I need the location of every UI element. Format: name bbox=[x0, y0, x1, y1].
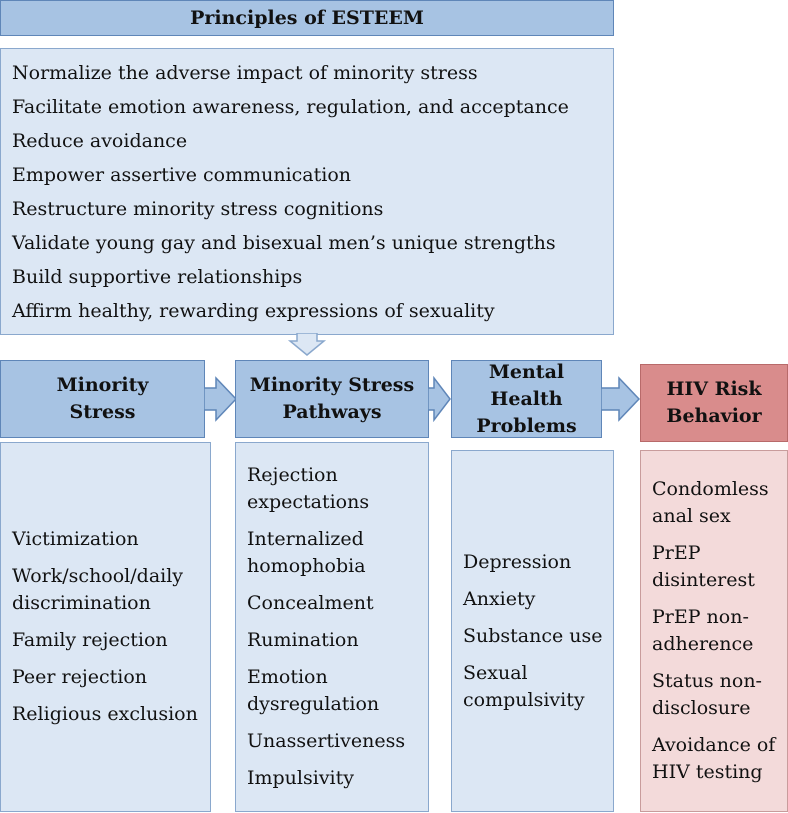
item-line: Condomless bbox=[652, 478, 769, 500]
list-item: Rejection expectations bbox=[247, 462, 428, 516]
mental-health-problems-list: Depression Anxiety Substance use Sexual … bbox=[451, 450, 614, 812]
list-item: Emotion dysregulation bbox=[247, 664, 428, 718]
principle-item: Reduce avoidance bbox=[12, 130, 188, 152]
principles-list: Normalize the adverse impact of minority… bbox=[0, 48, 614, 335]
header-line: Health bbox=[490, 387, 563, 410]
header-line: Minority bbox=[56, 374, 149, 396]
item-line: Religious exclusion bbox=[12, 703, 198, 725]
principle-item: Build supportive relationships bbox=[12, 266, 303, 288]
principle-item: Facilitate emotion awareness, regulation… bbox=[12, 96, 569, 118]
principle-item: Validate young gay and bisexual men’s un… bbox=[12, 232, 556, 254]
item-line: Sexual bbox=[463, 661, 528, 684]
minority-stress-list: Victimization Work/school/daily discrimi… bbox=[0, 442, 211, 812]
header-line: Pathways bbox=[282, 401, 382, 423]
item-line: disclosure bbox=[652, 697, 751, 719]
item-line: PrEP non- bbox=[652, 606, 749, 628]
list-item: Substance use bbox=[463, 623, 613, 650]
item-line: Impulsivity bbox=[247, 767, 355, 789]
item-line: PrEP bbox=[652, 542, 701, 564]
item-line: Peer rejection bbox=[12, 666, 148, 688]
principle-item: Affirm healthy, rewarding expressions of… bbox=[12, 300, 495, 322]
minority-stress-pathways-list: Rejection expectations Internalized homo… bbox=[235, 442, 429, 812]
list-item: Concealment bbox=[247, 590, 428, 617]
item-line: compulsivity bbox=[463, 688, 585, 711]
item-line: expectations bbox=[247, 491, 370, 513]
list-item: Avoidance of HIV testing bbox=[652, 732, 787, 786]
list-item: Peer rejection bbox=[12, 664, 210, 691]
header-line: Problems bbox=[476, 414, 577, 437]
item-line: Depression bbox=[463, 550, 572, 573]
diagram-title: Principles of ESTEEM bbox=[0, 0, 614, 36]
list-item: Rumination bbox=[247, 627, 428, 654]
list-item: Status non- disclosure bbox=[652, 668, 787, 722]
minority-stress-header: Minority Stress bbox=[0, 360, 205, 438]
item-line: adherence bbox=[652, 633, 754, 655]
principle-item: Restructure minority stress cognitions bbox=[12, 198, 384, 220]
diagram-title-text: Principles of ESTEEM bbox=[190, 7, 424, 29]
item-line: Internalized bbox=[247, 528, 364, 550]
list-item: Depression bbox=[463, 549, 613, 576]
header-line: Stress bbox=[69, 401, 136, 423]
list-item: Anxiety bbox=[463, 586, 613, 613]
item-line: dysregulation bbox=[247, 693, 380, 715]
right-arrow-icon bbox=[428, 376, 451, 422]
hiv-risk-behavior-header: HIV Risk Behavior bbox=[640, 364, 788, 442]
principle-item: Empower assertive communication bbox=[12, 164, 352, 186]
item-line: Substance use bbox=[463, 624, 603, 647]
header-line: Minority Stress bbox=[249, 374, 415, 396]
item-line: Status non- bbox=[652, 670, 762, 692]
item-line: discrimination bbox=[12, 592, 151, 614]
down-arrow-icon bbox=[287, 333, 327, 356]
item-line: Concealment bbox=[247, 592, 374, 614]
header-line: HIV Risk bbox=[666, 378, 762, 400]
right-arrow-icon bbox=[601, 376, 641, 422]
header-line: Behavior bbox=[666, 405, 762, 427]
item-line: Victimization bbox=[12, 528, 139, 550]
list-item: Religious exclusion bbox=[12, 701, 210, 728]
item-line: Rumination bbox=[247, 629, 359, 651]
item-line: Emotion bbox=[247, 666, 328, 688]
item-line: Avoidance of bbox=[652, 734, 776, 756]
list-item: Condomless anal sex bbox=[652, 476, 787, 530]
list-item: Work/school/daily discrimination bbox=[12, 563, 210, 617]
item-line: disinterest bbox=[652, 569, 755, 591]
item-line: Family rejection bbox=[12, 629, 168, 651]
list-item: Internalized homophobia bbox=[247, 526, 428, 580]
list-item: Impulsivity bbox=[247, 765, 428, 792]
header-line: Mental bbox=[488, 360, 565, 383]
item-line: anal sex bbox=[652, 505, 731, 527]
item-line: Unassertiveness bbox=[247, 730, 406, 752]
list-item: PrEP disinterest bbox=[652, 540, 787, 594]
item-line: homophobia bbox=[247, 555, 366, 577]
list-item: Unassertiveness bbox=[247, 728, 428, 755]
principle-item: Normalize the adverse impact of minority… bbox=[12, 62, 478, 84]
item-line: Anxiety bbox=[463, 587, 536, 610]
right-arrow-icon bbox=[204, 376, 238, 422]
mental-health-problems-header: Mental Health Problems bbox=[451, 360, 602, 438]
hiv-risk-behavior-list: Condomless anal sex PrEP disinterest PrE… bbox=[640, 450, 788, 812]
list-item: Sexual compulsivity bbox=[463, 660, 613, 714]
item-line: HIV testing bbox=[652, 761, 763, 783]
minority-stress-pathways-header: Minority Stress Pathways bbox=[235, 360, 429, 438]
list-item: PrEP non- adherence bbox=[652, 604, 787, 658]
list-item: Family rejection bbox=[12, 627, 210, 654]
item-line: Rejection bbox=[247, 464, 338, 486]
item-line: Work/school/daily bbox=[12, 565, 184, 587]
list-item: Victimization bbox=[12, 526, 210, 553]
